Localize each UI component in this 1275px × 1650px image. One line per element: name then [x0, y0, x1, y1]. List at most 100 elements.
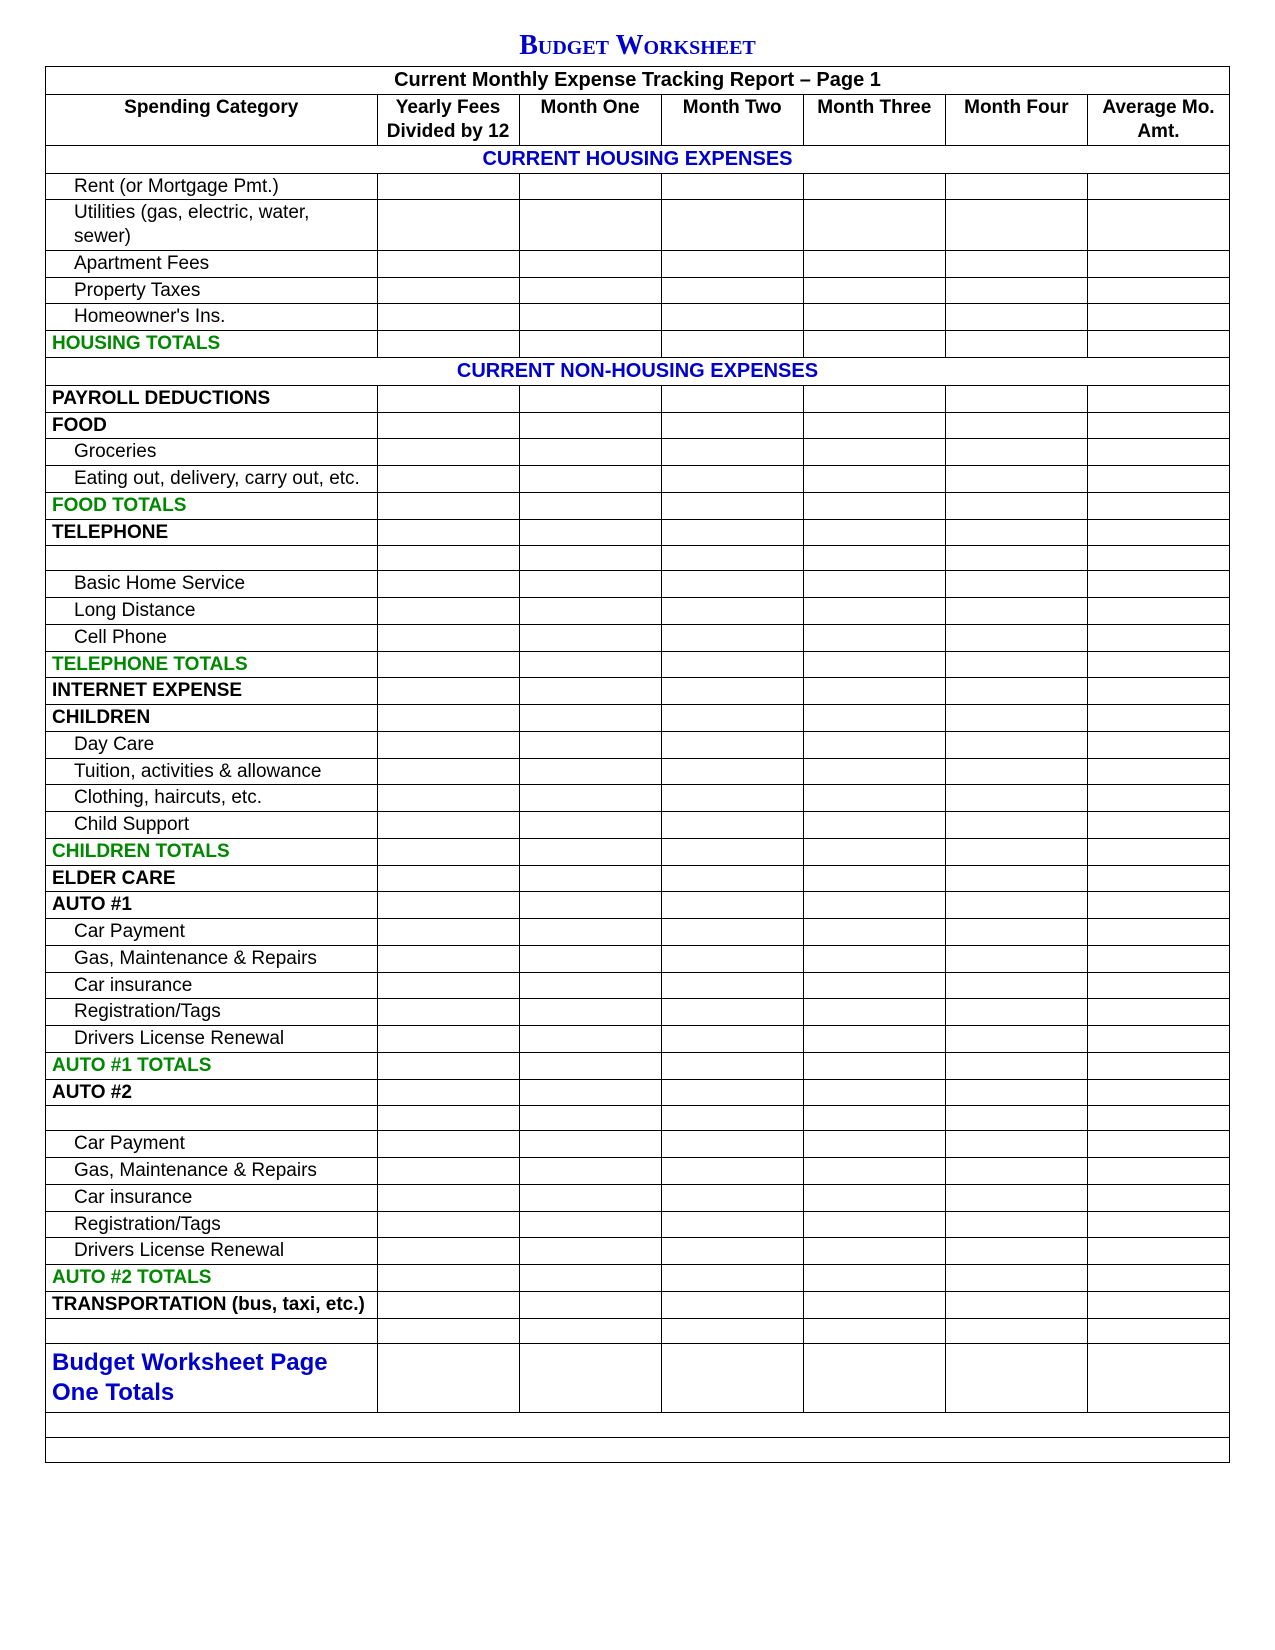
data-cell: [945, 571, 1087, 598]
data-cell: [1087, 1052, 1229, 1079]
data-cell: [377, 838, 519, 865]
data-cell: [803, 945, 945, 972]
category-row: INTERNET EXPENSE: [46, 678, 1230, 705]
category-label: CHILDREN: [46, 705, 378, 732]
category-row: CHILDREN: [46, 705, 1230, 732]
data-cell: [661, 838, 803, 865]
table-row: Basic Home Service: [46, 571, 1230, 598]
table-row: [46, 546, 1230, 571]
data-cell: [661, 173, 803, 200]
data-cell: [519, 466, 661, 493]
data-cell: [661, 439, 803, 466]
data-cell: [803, 277, 945, 304]
data-cell: [377, 1291, 519, 1318]
data-cell: [519, 385, 661, 412]
section-row: CURRENT HOUSING EXPENSES: [46, 145, 1230, 173]
data-cell: [377, 1211, 519, 1238]
data-cell: [1087, 919, 1229, 946]
data-cell: [661, 492, 803, 519]
data-cell: [377, 492, 519, 519]
data-cell: [945, 1211, 1087, 1238]
table-row: Car insurance: [46, 972, 1230, 999]
data-cell: [661, 651, 803, 678]
row-label: Property Taxes: [46, 277, 378, 304]
data-cell: [945, 304, 1087, 331]
data-cell: [377, 1184, 519, 1211]
page-totals-row: Budget Worksheet Page One Totals: [46, 1343, 1230, 1412]
data-cell: [945, 785, 1087, 812]
row-label: Child Support: [46, 812, 378, 839]
category-label: PAYROLL DEDUCTIONS: [46, 385, 378, 412]
data-cell: [519, 200, 661, 251]
row-label: Car Payment: [46, 1131, 378, 1158]
data-cell: [377, 1265, 519, 1292]
data-cell: [377, 972, 519, 999]
data-cell: [945, 678, 1087, 705]
totals-label: FOOD TOTALS: [46, 492, 378, 519]
table-row: Tuition, activities & allowance: [46, 758, 1230, 785]
data-cell: [945, 731, 1087, 758]
row-label: Groceries: [46, 439, 378, 466]
data-cell: [661, 304, 803, 331]
data-cell: [1087, 277, 1229, 304]
data-cell: [803, 919, 945, 946]
data-cell: [661, 1131, 803, 1158]
data-cell: [945, 865, 1087, 892]
data-cell: [945, 519, 1087, 546]
table-row: Long Distance: [46, 598, 1230, 625]
table-row: [46, 1106, 1230, 1131]
data-cell: [1087, 1265, 1229, 1292]
row-label: Registration/Tags: [46, 999, 378, 1026]
row-label: Homeowner's Ins.: [46, 304, 378, 331]
data-cell: [803, 412, 945, 439]
category-row: AUTO #1: [46, 892, 1230, 919]
data-cell: [377, 705, 519, 732]
spacer-row: [46, 1437, 1230, 1462]
totals-row: HOUSING TOTALS: [46, 331, 1230, 358]
row-label: Drivers License Renewal: [46, 1238, 378, 1265]
data-cell: [945, 1052, 1087, 1079]
totals-label: HOUSING TOTALS: [46, 331, 378, 358]
row-label: Tuition, activities & allowance: [46, 758, 378, 785]
data-cell: [945, 945, 1087, 972]
data-cell: [519, 812, 661, 839]
spacer: [46, 1412, 1230, 1437]
data-cell: [519, 1343, 661, 1412]
data-cell: [945, 412, 1087, 439]
data-cell: [945, 758, 1087, 785]
data-cell: [803, 598, 945, 625]
data-cell: [803, 1079, 945, 1106]
data-cell: [661, 385, 803, 412]
data-cell: [519, 972, 661, 999]
data-cell: [377, 999, 519, 1026]
data-cell: [803, 250, 945, 277]
category-row: FOOD: [46, 412, 1230, 439]
data-cell: [945, 439, 1087, 466]
data-cell: [945, 705, 1087, 732]
data-cell: [661, 865, 803, 892]
table-row: Car Payment: [46, 919, 1230, 946]
data-cell: [661, 250, 803, 277]
data-cell: [661, 331, 803, 358]
totals-row: TELEPHONE TOTALS: [46, 651, 1230, 678]
data-cell: [661, 945, 803, 972]
data-cell: [519, 624, 661, 651]
table-row: Gas, Maintenance & Repairs: [46, 1158, 1230, 1185]
data-cell: [1087, 1291, 1229, 1318]
data-cell: [1087, 812, 1229, 839]
data-cell: [945, 1079, 1087, 1106]
data-cell: [519, 1265, 661, 1292]
data-cell: [945, 838, 1087, 865]
table-row: Cell Phone: [46, 624, 1230, 651]
row-label: Clothing, haircuts, etc.: [46, 785, 378, 812]
data-cell: [945, 546, 1087, 571]
data-cell: [1087, 972, 1229, 999]
data-cell: [377, 678, 519, 705]
data-cell: [519, 1106, 661, 1131]
data-cell: [661, 705, 803, 732]
table-row: Utilities (gas, electric, water, sewer): [46, 200, 1230, 251]
data-cell: [945, 277, 1087, 304]
column-header: Average Mo. Amt.: [1087, 95, 1229, 146]
data-cell: [661, 731, 803, 758]
data-cell: [661, 200, 803, 251]
